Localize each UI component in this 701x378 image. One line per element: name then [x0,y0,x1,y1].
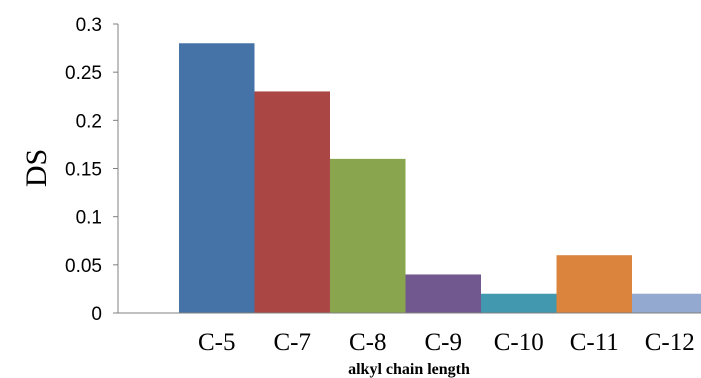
y-tick-label: 0.3 [76,15,102,36]
x-axis-label: alkyl chain length [348,361,470,378]
y-tick-label: 0.1 [76,208,102,229]
x-tick-label: C-11 [570,329,619,356]
y-tick-label: 0.2 [76,111,102,132]
x-tick-label: C-7 [274,329,312,356]
bar-c-12 [632,293,701,313]
bar-c-8 [330,158,406,313]
y-axis: 0 0.05 0.1 0.15 0.2 0.25 0.3 [65,15,119,325]
bar-c-11 [556,255,632,313]
y-tick-label: 0.15 [65,160,102,181]
x-tick-label: C-12 [645,329,695,356]
bar-c-10 [481,293,557,313]
y-tick-label: 0 [91,304,102,325]
bars [179,43,701,314]
y-tick-label: 0.05 [65,256,102,277]
bar-c-5 [179,43,255,314]
x-axis: C-5 C-7 C-8 C-9 C-10 C-11 C-12 [118,312,701,356]
x-tick-label: C-10 [494,329,544,356]
y-tick-label: 0.25 [65,63,102,84]
x-tick-label: C-8 [349,329,387,356]
y-axis-label: DS [20,149,53,187]
bar-c-7 [254,91,330,313]
x-tick-label: C-9 [425,329,463,356]
bar-c-9 [405,274,481,313]
x-tick-label: C-5 [198,329,236,356]
